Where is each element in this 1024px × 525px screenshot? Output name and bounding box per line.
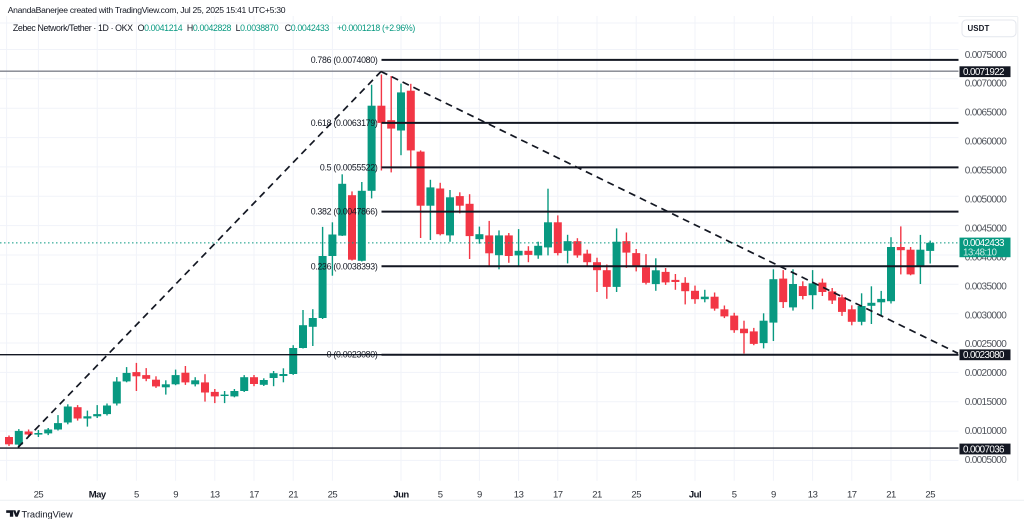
svg-text:0.0025000: 0.0025000 xyxy=(965,339,1008,350)
svg-text:Jun: Jun xyxy=(393,489,409,500)
svg-text:0.0005000: 0.0005000 xyxy=(965,455,1008,466)
svg-text:Jul: Jul xyxy=(689,489,701,500)
svg-text:13: 13 xyxy=(514,489,524,500)
svg-text:5: 5 xyxy=(732,489,737,500)
svg-text:0.0070000: 0.0070000 xyxy=(965,79,1008,90)
svg-text:0.0015000: 0.0015000 xyxy=(965,397,1008,408)
svg-text:13:48:10: 13:48:10 xyxy=(963,248,997,259)
svg-text:13: 13 xyxy=(808,489,818,500)
svg-text:0.0050000: 0.0050000 xyxy=(965,195,1008,206)
svg-text:0.236 (0.0038393): 0.236 (0.0038393) xyxy=(311,261,378,271)
svg-text:0.0010000: 0.0010000 xyxy=(965,426,1008,437)
svg-text:0.0007036: 0.0007036 xyxy=(963,444,1005,455)
svg-text:0.382 (0.0047866): 0.382 (0.0047866) xyxy=(311,207,378,217)
svg-text:0.0055000: 0.0055000 xyxy=(965,166,1008,177)
svg-text:17: 17 xyxy=(553,489,563,500)
svg-text:0 (0.0023080): 0 (0.0023080) xyxy=(327,350,378,360)
svg-text:0.0023080: 0.0023080 xyxy=(963,350,1005,361)
svg-text:9: 9 xyxy=(173,489,178,500)
svg-text:21: 21 xyxy=(288,489,298,500)
svg-text:9: 9 xyxy=(477,489,482,500)
svg-text:0.0020000: 0.0020000 xyxy=(965,368,1008,379)
svg-text:May: May xyxy=(89,489,107,500)
svg-text:0.618 (0.0063179): 0.618 (0.0063179) xyxy=(311,118,378,128)
svg-text:25: 25 xyxy=(925,489,935,500)
svg-text:0.786 (0.0074080): 0.786 (0.0074080) xyxy=(311,55,378,65)
svg-text:0.0045000: 0.0045000 xyxy=(965,223,1008,234)
svg-text:0.0035000: 0.0035000 xyxy=(965,281,1008,292)
svg-text:9: 9 xyxy=(771,489,776,500)
svg-text:0.0040000: 0.0040000 xyxy=(965,252,1008,263)
svg-text:0.0042433: 0.0042433 xyxy=(963,238,1005,249)
svg-text:17: 17 xyxy=(249,489,259,500)
svg-text:0.0060000: 0.0060000 xyxy=(965,137,1008,148)
svg-text:25: 25 xyxy=(631,489,641,500)
svg-text:0.0065000: 0.0065000 xyxy=(965,108,1008,119)
svg-text:0.5 (0.0055522): 0.5 (0.0055522) xyxy=(320,162,378,172)
svg-text:21: 21 xyxy=(592,489,602,500)
svg-text:17: 17 xyxy=(847,489,857,500)
svg-text:21: 21 xyxy=(886,489,896,500)
svg-text:0.0030000: 0.0030000 xyxy=(965,310,1008,321)
svg-text:13: 13 xyxy=(210,489,220,500)
svg-text:5: 5 xyxy=(134,489,139,500)
svg-text:TradingView: TradingView xyxy=(22,509,73,519)
svg-text:0.0071922: 0.0071922 xyxy=(963,67,1004,78)
svg-text:USDT: USDT xyxy=(968,24,990,33)
svg-text:25: 25 xyxy=(328,489,338,500)
svg-text:0.0075000: 0.0075000 xyxy=(965,50,1008,61)
svg-text:5: 5 xyxy=(438,489,443,500)
svg-text:25: 25 xyxy=(34,489,44,500)
